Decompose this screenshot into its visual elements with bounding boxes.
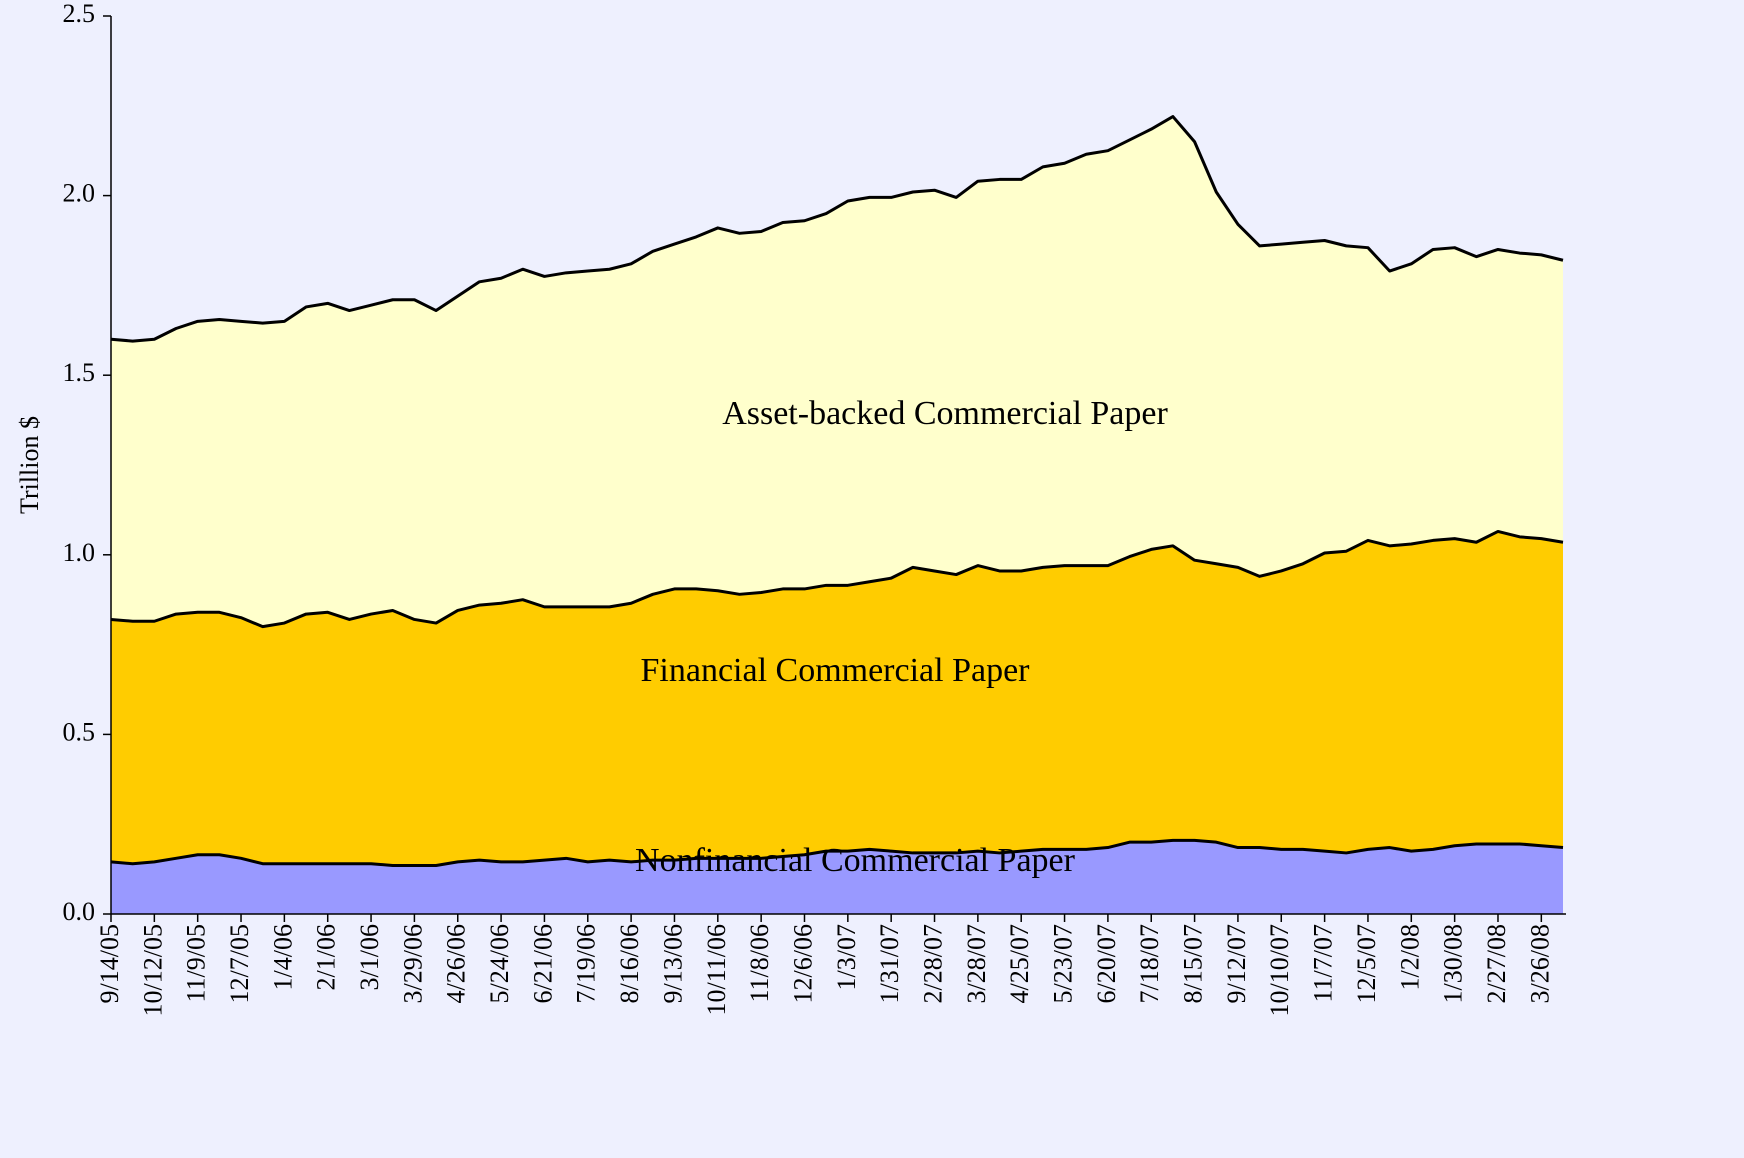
x-tick-label: 11/8/06: [745, 924, 774, 1002]
series-label: Asset-backed Commercial Paper: [722, 395, 1168, 432]
x-tick-label: 1/30/08: [1439, 924, 1468, 1003]
x-tick-label: 5/23/07: [1049, 924, 1078, 1003]
x-tick-label: 3/28/07: [962, 924, 991, 1003]
x-tick-label: 10/12/05: [138, 924, 167, 1016]
x-tick-label: 4/25/07: [1005, 924, 1034, 1003]
x-tick-label: 1/3/07: [832, 924, 861, 990]
y-axis-label: Trillion $: [15, 416, 44, 514]
x-tick-label: 1/31/07: [875, 924, 904, 1003]
y-tick-label: 0.5: [63, 717, 96, 746]
x-tick-label: 8/15/07: [1179, 924, 1208, 1003]
x-tick-label: 2/1/06: [312, 924, 341, 990]
x-tick-label: 7/19/06: [572, 924, 601, 1003]
area: [111, 116, 1563, 627]
x-tick-label: 4/26/06: [442, 924, 471, 1003]
x-tick-label: 9/14/05: [95, 924, 124, 1003]
y-tick-label: 1.0: [63, 538, 96, 567]
x-tick-label: 2/27/08: [1482, 924, 1511, 1003]
y-tick-label: 1.5: [63, 358, 96, 387]
x-tick-label: 8/16/06: [615, 924, 644, 1003]
area-outline: [110, 838, 1564, 868]
x-tick-label: 1/2/08: [1395, 924, 1424, 990]
x-tick-label: 9/12/07: [1222, 924, 1251, 1003]
x-tick-label: 10/11/06: [702, 924, 731, 1015]
x-tick-label: 12/5/07: [1352, 924, 1381, 1003]
x-tick-label: 3/1/06: [355, 924, 384, 990]
area: [111, 531, 1563, 866]
area-outline: [110, 115, 1564, 343]
x-tick-label: 2/28/07: [918, 924, 947, 1003]
x-tick-label: 6/21/06: [528, 924, 557, 1003]
x-tick-label: 12/6/06: [788, 924, 817, 1003]
x-tick-label: 3/26/08: [1525, 924, 1554, 1003]
x-tick-label: 6/20/07: [1092, 924, 1121, 1003]
area-outline: [110, 529, 1564, 629]
y-tick-label: 0.0: [63, 897, 96, 926]
x-tick-label: 9/13/06: [658, 924, 687, 1003]
series-label: Nonfinancial Commercial Paper: [635, 842, 1076, 879]
x-tick-label: 3/29/06: [398, 924, 427, 1003]
y-tick-label: 2.0: [63, 179, 96, 208]
x-tick-label: 11/9/05: [182, 924, 211, 1002]
x-tick-label: 10/10/07: [1265, 924, 1294, 1016]
x-tick-label: 11/7/07: [1309, 924, 1338, 1002]
y-tick-label: 2.5: [63, 0, 96, 28]
x-tick-label: 1/4/06: [268, 924, 297, 990]
area: [111, 840, 1563, 914]
x-tick-label: 12/7/05: [225, 924, 254, 1003]
series-label: Financial Commercial Paper: [641, 652, 1031, 689]
x-tick-label: 5/24/06: [485, 924, 514, 1003]
x-tick-label: 7/18/07: [1135, 924, 1164, 1003]
